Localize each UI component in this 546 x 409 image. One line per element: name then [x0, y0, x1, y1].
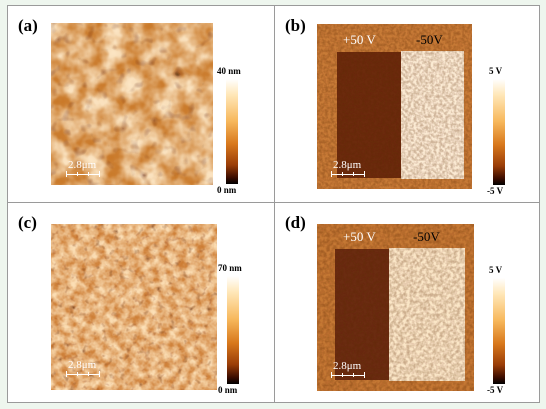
- panel-a-label: (a): [18, 16, 38, 35]
- vertical-divider: [274, 6, 275, 402]
- panel-a-colorbar-min: 0 nm: [217, 185, 237, 195]
- panel-d-kpfm-image: [317, 224, 474, 391]
- panel-d-label: (d): [285, 213, 306, 232]
- panel-b-scale-bar: 2.8μm: [331, 159, 371, 181]
- panel-d-colorbar-min: -5 V: [487, 385, 504, 395]
- panel-a-scale-bar: 2.8μm: [66, 159, 106, 181]
- panel-d-colorbar: [493, 278, 505, 384]
- panel-b-colorbar-max: 5 V: [489, 66, 503, 76]
- panel-b-label: (b): [285, 16, 306, 35]
- panel-d-colorbar-max: 5 V: [489, 265, 503, 275]
- panel-d: (d) +50 V -50V 2: [275, 203, 539, 402]
- panel-d-negative-voltage: -50V: [413, 229, 440, 244]
- panel-b: (b) +50 V -50V 2: [275, 6, 539, 202]
- panel-c-scale-label: 2.8μm: [68, 359, 97, 371]
- panel-d-scale-bar: 2.8μm: [331, 360, 371, 382]
- panel-a-topography-image: [51, 23, 213, 185]
- figure-frame: (a): [7, 5, 540, 403]
- panel-a-scale-label: 2.8μm: [68, 159, 97, 171]
- panel-c-colorbar-min: 0 nm: [218, 385, 238, 395]
- panel-c-label: (c): [18, 213, 37, 232]
- panel-d-scale-label: 2.8μm: [333, 360, 362, 372]
- panel-b-colorbar: [493, 79, 505, 185]
- panel-c-topography-image: [51, 224, 217, 390]
- panel-c-scale-bar: 2.8μm: [66, 359, 106, 381]
- panel-d-positive-voltage: +50 V: [343, 229, 376, 244]
- panel-b-colorbar-min: -5 V: [487, 186, 504, 196]
- panel-c-colorbar: [227, 276, 239, 384]
- horizontal-divider: [8, 202, 539, 203]
- panel-c-colorbar-max: 70 nm: [218, 263, 242, 273]
- panel-b-negative-voltage: -50V: [416, 32, 443, 47]
- panel-a: (a): [8, 6, 274, 202]
- panel-b-scale-label: 2.8μm: [333, 159, 362, 171]
- panel-b-kpfm-image: [317, 24, 472, 189]
- panel-c: (c): [8, 203, 274, 402]
- panel-b-positive-voltage: +50 V: [343, 32, 376, 47]
- panel-a-colorbar: [226, 79, 238, 184]
- panel-a-colorbar-max: 40 nm: [217, 66, 241, 76]
